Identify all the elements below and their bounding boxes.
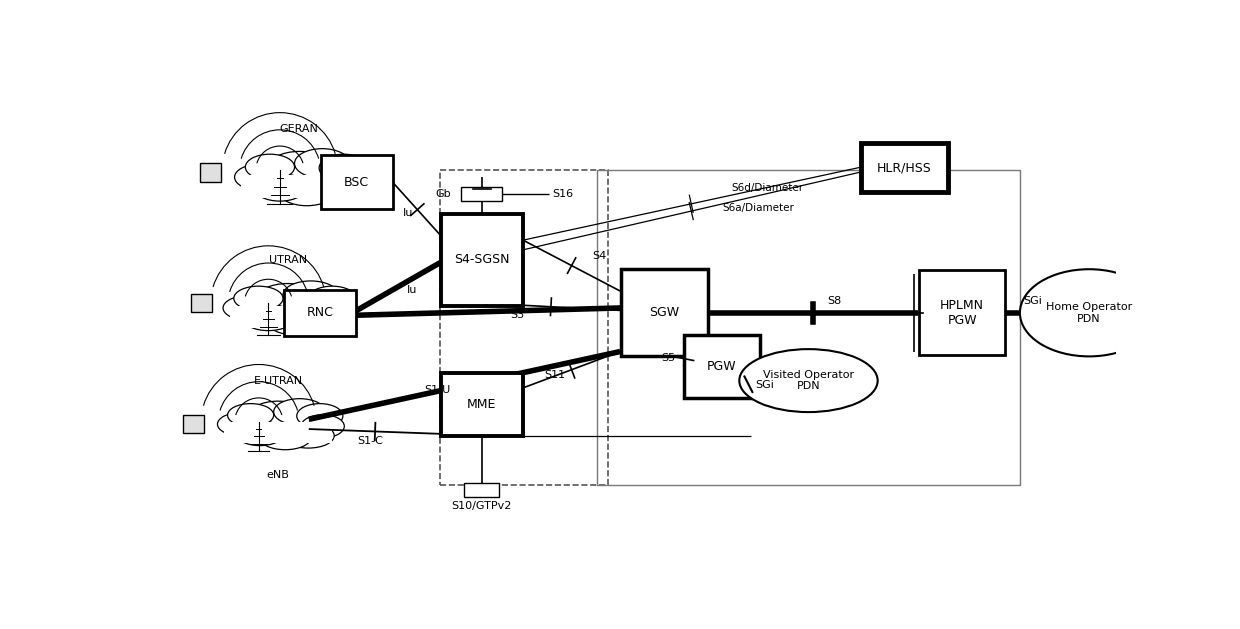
FancyBboxPatch shape [441, 374, 522, 437]
FancyBboxPatch shape [460, 187, 502, 201]
Ellipse shape [234, 286, 283, 311]
Text: S16: S16 [552, 189, 573, 199]
Text: Gb: Gb [435, 189, 451, 199]
Ellipse shape [319, 154, 368, 182]
Text: Home Operator
PDN: Home Operator PDN [1047, 302, 1132, 323]
Ellipse shape [248, 401, 309, 432]
Ellipse shape [312, 298, 358, 322]
Text: S10/GTPv2: S10/GTPv2 [451, 501, 512, 511]
Ellipse shape [223, 296, 273, 320]
Ellipse shape [274, 399, 326, 425]
Text: S11: S11 [544, 370, 565, 380]
Text: S5: S5 [661, 353, 676, 363]
Text: S4: S4 [593, 250, 606, 260]
Ellipse shape [228, 404, 274, 426]
Ellipse shape [246, 154, 295, 180]
Ellipse shape [293, 307, 347, 333]
Text: S1-U: S1-U [424, 385, 450, 395]
Text: E-UTRAN: E-UTRAN [253, 376, 303, 386]
Ellipse shape [283, 281, 339, 309]
FancyBboxPatch shape [683, 335, 760, 398]
Text: Iu: Iu [403, 208, 413, 218]
Text: BSC: BSC [345, 175, 370, 189]
Text: SGi: SGi [1023, 296, 1042, 306]
Ellipse shape [234, 164, 284, 190]
Ellipse shape [236, 421, 284, 445]
Text: S1-C: S1-C [357, 435, 383, 445]
FancyBboxPatch shape [621, 269, 708, 357]
Text: HPLMN
PGW: HPLMN PGW [940, 299, 985, 327]
Ellipse shape [242, 304, 295, 331]
Text: eNB: eNB [267, 470, 289, 480]
Text: PGW: PGW [707, 360, 737, 372]
FancyBboxPatch shape [191, 294, 212, 313]
Text: MME: MME [467, 398, 496, 411]
Text: UTRAN: UTRAN [269, 255, 306, 265]
Ellipse shape [217, 413, 264, 436]
Text: S4-SGSN: S4-SGSN [454, 253, 510, 266]
Text: GERAN: GERAN [280, 124, 319, 134]
FancyBboxPatch shape [182, 415, 205, 433]
FancyBboxPatch shape [862, 143, 947, 192]
Ellipse shape [259, 425, 311, 450]
Ellipse shape [279, 178, 335, 206]
Ellipse shape [267, 152, 331, 186]
Ellipse shape [255, 284, 320, 316]
Ellipse shape [295, 148, 350, 178]
Text: SGi: SGi [755, 380, 775, 390]
Ellipse shape [301, 415, 345, 438]
FancyBboxPatch shape [224, 422, 332, 443]
Ellipse shape [308, 286, 357, 313]
Ellipse shape [283, 423, 335, 448]
Ellipse shape [739, 349, 878, 412]
Text: S6a/Diameter: S6a/Diameter [722, 203, 794, 213]
FancyBboxPatch shape [465, 483, 498, 497]
FancyBboxPatch shape [284, 290, 356, 336]
FancyBboxPatch shape [919, 270, 1006, 355]
FancyBboxPatch shape [200, 163, 221, 182]
Ellipse shape [304, 176, 360, 204]
Text: S8: S8 [828, 296, 842, 306]
FancyBboxPatch shape [242, 175, 357, 198]
Ellipse shape [268, 309, 322, 335]
Text: Iu: Iu [407, 286, 417, 296]
Text: RNC: RNC [306, 306, 334, 320]
Text: S3: S3 [511, 309, 525, 320]
Text: HLR/HSS: HLR/HSS [877, 161, 932, 174]
Ellipse shape [254, 174, 306, 201]
Ellipse shape [324, 167, 370, 192]
FancyBboxPatch shape [229, 306, 345, 328]
Text: Visited Operator
PDN: Visited Operator PDN [763, 370, 854, 391]
Ellipse shape [1021, 269, 1158, 357]
Text: S6d/Diameter: S6d/Diameter [732, 183, 804, 192]
FancyBboxPatch shape [441, 213, 522, 306]
Text: SGW: SGW [650, 306, 680, 320]
FancyBboxPatch shape [321, 155, 393, 209]
Ellipse shape [296, 404, 343, 428]
